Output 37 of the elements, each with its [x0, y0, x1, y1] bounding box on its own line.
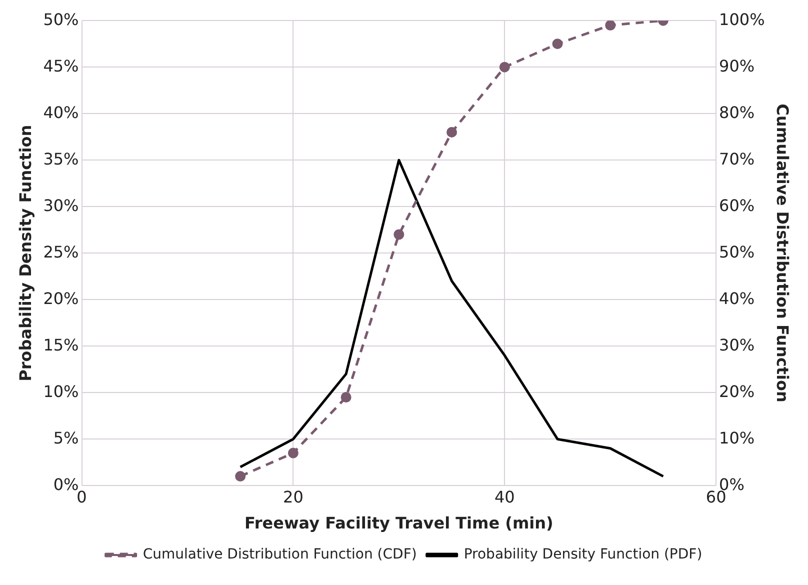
y2-axis-title: Cumulative Distribution Function [773, 104, 792, 402]
y-tick-label: 20% [43, 288, 79, 308]
x-tick-label: 40 [494, 487, 515, 506]
y2-tick-label: 20% [719, 382, 755, 401]
point [499, 62, 510, 72]
point [446, 126, 458, 138]
y2-tick-label: 80% [719, 102, 755, 122]
y2-tick-label: 100% [719, 10, 765, 29]
y2-tick-label: 70% [719, 149, 755, 168]
y-tick-label: 5% [53, 428, 79, 448]
y2-tick-label: 60% [719, 196, 755, 215]
y-tick-label: 45% [43, 56, 79, 76]
y-tick-label: 35% [43, 149, 79, 168]
y-tick-label: 10% [43, 382, 79, 401]
point [394, 229, 404, 240]
x-tick-label: 0 [76, 487, 87, 506]
y-tick-label: 0% [53, 474, 79, 494]
point [340, 392, 352, 402]
y-tick-label: 50% [43, 10, 79, 29]
y2-tick-label: 30% [719, 335, 755, 354]
point [605, 20, 616, 30]
point [288, 448, 298, 458]
legend-label: Cumulative Distribution Function (CDF) [142, 546, 417, 563]
y2-tick-label: 10% [719, 428, 755, 448]
x-axis-title: Freeway Facility Travel Time (min) [244, 514, 554, 533]
y2-tick-label: 40% [719, 288, 755, 308]
y-tick-label: 30% [43, 196, 79, 215]
point [552, 38, 563, 50]
point [235, 471, 246, 482]
legend-label: Probability Density Function (PDF) [464, 546, 702, 563]
x-tick-label: 20 [283, 487, 304, 506]
y-axis-title: Probability Density Function [16, 124, 35, 382]
y-tick-label: 40% [43, 102, 79, 122]
y-tick-label: 15% [43, 335, 79, 354]
y-tick-label: 25% [43, 242, 79, 262]
y2-tick-label: 50% [719, 242, 755, 262]
y2-tick-label: 90% [719, 56, 755, 76]
